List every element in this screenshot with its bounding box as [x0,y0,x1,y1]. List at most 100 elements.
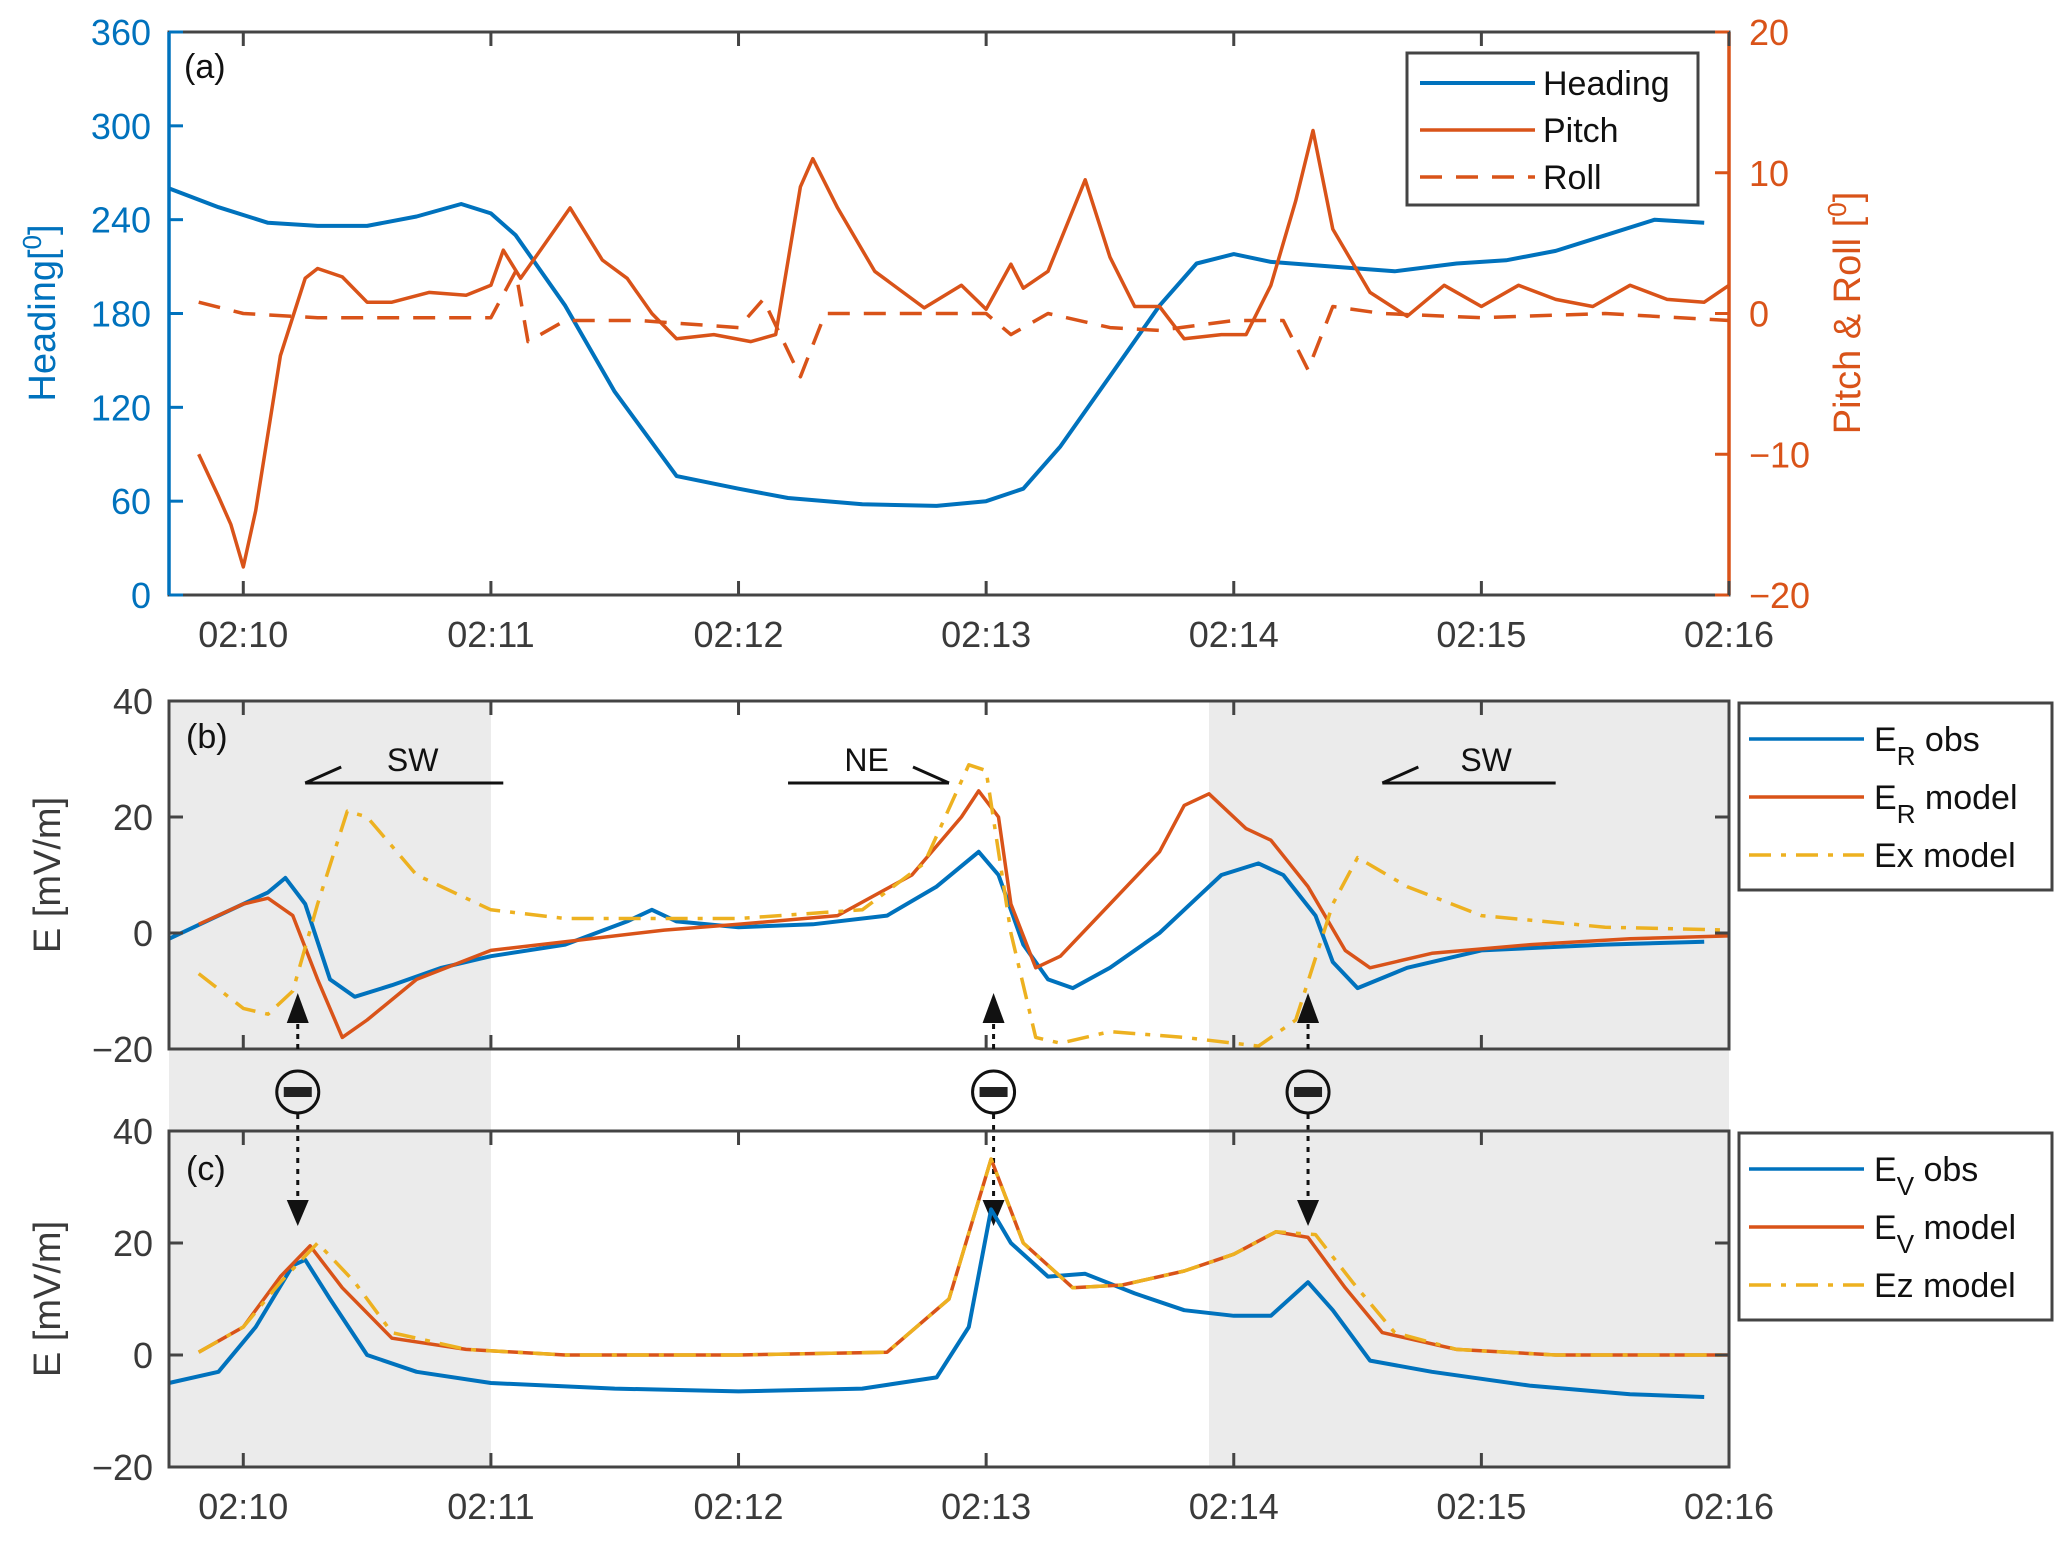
heading-axis-label: Heading[0] [17,224,64,401]
minus-sign-bar-icon [1294,1087,1323,1097]
legend-label-rest: obs [1915,721,1979,759]
series-ez-model [197,1157,1729,1357]
x-tick-label: 02:12 [693,614,783,655]
x-tick-label: 02:13 [941,614,1031,655]
pitch-roll-y-tick-label: −10 [1749,434,1810,475]
panel-b-legend: ER obs ER model Ex model [1737,701,2054,892]
series-pitch [197,128,1730,569]
panel-a-axes: 0 60 120 180 240 300 360 −20 −10 0 10 20 02:10 02:11 0… [91,12,1810,655]
x-tick-label: 02:13 [941,1486,1031,1527]
y-tick-label: 0 [133,913,153,954]
series-e-r-model [197,789,1730,1040]
legend-label-ex-model: Ex model [1874,837,2016,875]
x-tick-label: 02:15 [1436,1486,1526,1527]
legend-label-e-r-model: ER model [1874,779,2018,829]
pitch-roll-y-tick-label: 0 [1749,294,1769,335]
panel-c-axes: −20 0 20 40 02:10 02:11 02:12 02:13 02:14 02:15 02… [92,1111,1774,1527]
series-heading [168,186,1705,508]
legend-label-main: Ex [1874,837,1914,875]
panel-c: (c) −20 0 20 40 02:10 02:11 02:12 02:13 02:14 02:… [27,1111,2054,1527]
x-tick-label: 02:15 [1436,614,1526,655]
panel-c-frame [167,1129,1731,1469]
y-tick-label: −20 [92,1447,153,1488]
legend-label-main: E [1874,1151,1897,1189]
legend-label-sub: R [1897,799,1916,829]
panel-a-legend: Heading Pitch Roll [1405,51,1700,207]
heading-y-tick-label: 180 [91,294,151,335]
y-tick-label: 40 [113,1111,153,1152]
panel-b: (b) SW NE SW −20 0 20 40 E [mV/m] ER obs ER mo… [27,681,2054,1070]
heading-y-tick-label: 300 [91,106,151,147]
y-tick-label: 40 [113,681,153,722]
direction-arrow-barb [1381,765,1419,785]
direction-label-sw: SW [387,742,439,778]
arrow-up-head-icon [982,993,1005,1023]
pitch-roll-y-tick-label: 20 [1749,12,1789,53]
shaded-regions [169,701,1729,1467]
legend-label-rest: obs [1914,1151,1978,1189]
legend-label-rest: model [1914,1267,2016,1305]
panel-b-frame [167,699,1731,1051]
legend-label-heading: Heading [1543,65,1670,103]
heading-y-tick-label: 60 [111,481,151,522]
y-tick-label: 20 [113,1223,153,1264]
panel-c-series [168,1157,1729,1399]
panel-b-y-axis-label: E [mV/m] [27,797,69,953]
pitch-roll-axis-label: Pitch & Roll [0] [1822,192,1869,435]
y-tick-label: −20 [92,1029,153,1070]
y-tick-label: 0 [133,1335,153,1376]
panel-b-series [168,763,1730,1048]
minus-sign-circle-icon [275,1069,321,1115]
x-tick-label: 02:10 [198,614,288,655]
heading-y-tick-label: 240 [91,200,151,241]
minus-markers [275,993,1331,1226]
series-e-v-obs [168,1207,1705,1399]
legend-label-sub: R [1897,741,1916,771]
x-tick-label: 02:16 [1684,614,1774,655]
legend-label-e-v-model: EV model [1874,1209,2016,1259]
minus-sign-bar-icon [979,1087,1008,1097]
legend-label-rest: model [1914,1209,2016,1247]
pitch-roll-y-tick-label: −20 [1749,575,1810,616]
panel-a-series [168,128,1730,569]
direction-label-ne: NE [844,742,888,778]
y-tick-label: 20 [113,797,153,838]
x-tick-label: 02:14 [1189,1486,1279,1527]
arrow-up-head-icon [1297,993,1320,1023]
legend-label-main: E [1874,1209,1897,1247]
panel-a: (a) 0 60 120 180 240 300 360 −20 −10 0 10 20 02:10 02… [17,12,1869,655]
legend-label-rest: model [1915,779,2017,817]
series-ex-model [197,763,1730,1048]
minus-sign-circle-icon [971,1069,1017,1115]
minus-sign-bar-icon [283,1087,312,1097]
legend-label-sub: V [1897,1229,1915,1259]
legend-label-rest: model [1914,837,2016,875]
legend-label-main: Ez [1874,1267,1914,1305]
direction-arrow-barb [304,765,342,785]
shaded-interval-0 [169,701,491,1467]
pitch-roll-y-tick-label: 10 [1749,153,1789,194]
heading-y-tick-label: 0 [131,575,151,616]
x-tick-label: 02:16 [1684,1486,1774,1527]
direction-label-sw: SW [1460,742,1512,778]
x-tick-label: 02:10 [198,1486,288,1527]
heading-y-tick-label: 360 [91,12,151,53]
x-tick-label: 02:14 [1189,614,1279,655]
shaded-interval-1 [1209,701,1729,1467]
legend-label-ez-model: Ez model [1874,1267,2016,1305]
arrow-down-head-icon [1297,1200,1320,1226]
panel-c-label: (c) [186,1150,226,1188]
panel-a-label: (a) [184,48,226,86]
legend-label-pitch: Pitch [1543,112,1619,150]
legend-label-roll: Roll [1543,159,1602,197]
panel-b-label: (b) [186,718,228,756]
arrow-up-head-icon [286,993,309,1023]
x-tick-label: 02:12 [693,1486,783,1527]
x-tick-label: 02:11 [447,614,534,655]
x-tick-label: 02:11 [447,1486,534,1527]
minus-sign-circle-icon [1285,1069,1331,1115]
panel-b-annotations: SW NE SW [304,742,1556,785]
legend-label-e-r-obs: ER obs [1874,721,1980,771]
